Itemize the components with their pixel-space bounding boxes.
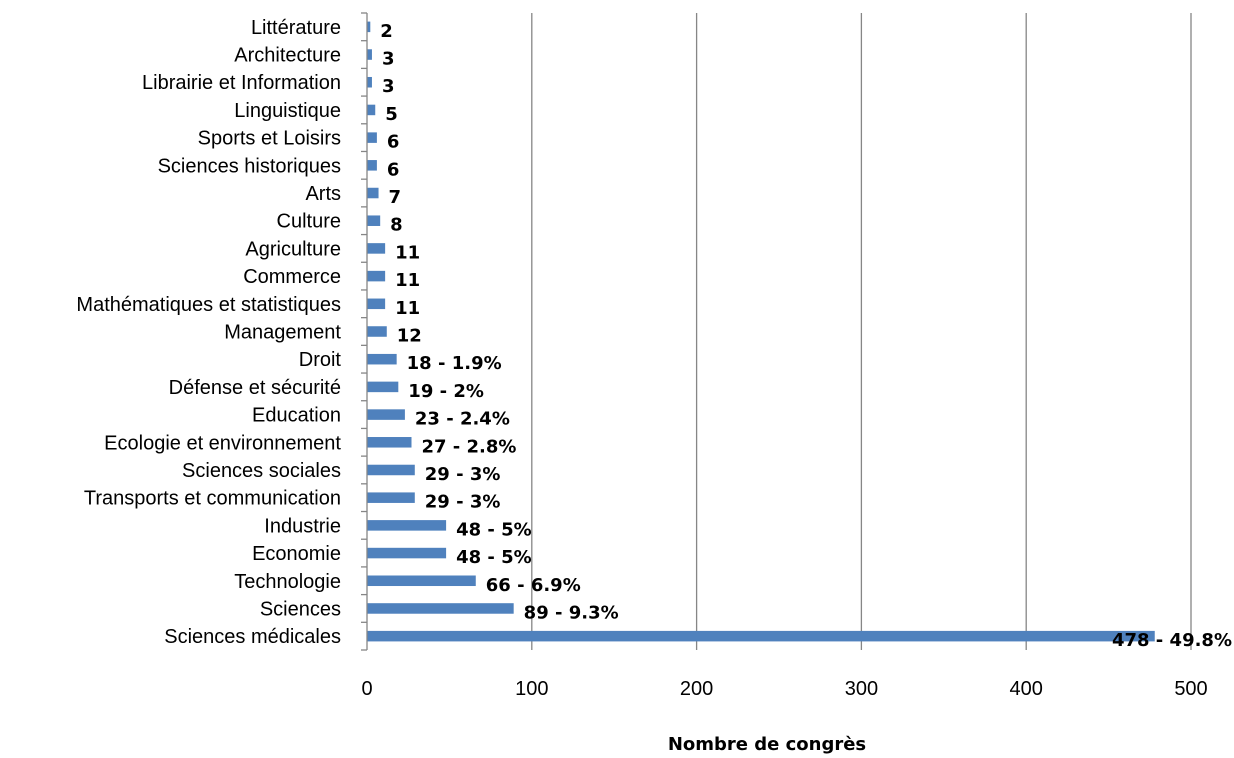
x-tick-label-100: 100 [515,678,548,700]
bar [367,49,372,60]
x-tick-label-0: 0 [361,678,372,700]
category-label: Littérature [251,17,341,39]
data-label: 2 [380,21,393,42]
category-label: Linguistique [234,100,341,122]
x-tick-label-200: 200 [680,678,713,700]
bar [367,409,405,420]
bars [367,21,1155,642]
category-label: Sciences sociales [182,460,341,482]
bar [367,132,377,143]
data-label: 11 [395,242,420,263]
data-label: 6 [387,159,400,180]
bar [367,215,381,226]
data-label: 66 - 6.9% [486,575,581,596]
bar [367,630,1155,642]
bar [367,187,379,199]
data-label: 29 - 3% [425,464,501,485]
bar [367,464,415,476]
category-label: Culture [277,211,341,233]
data-label: 11 [395,270,420,291]
category-label: Sciences [260,598,341,620]
category-label: Droit [299,349,342,371]
bar [367,520,447,531]
category-label: Défense et sécurité [169,377,341,399]
bar [367,353,397,365]
category-label: Sciences médicales [164,626,341,648]
category-label: Agriculture [245,238,341,260]
category-label: Industrie [264,515,341,537]
labels: 0 100 200 300 400 500 Sciences médicales 478 - … [76,17,1232,700]
category-label: Commerce [243,266,341,288]
bar [367,298,386,310]
gridlines [531,13,1192,650]
x-tick-label-300: 300 [845,678,878,700]
bar [367,270,386,282]
data-label: 5 [385,104,398,125]
data-label: 23 - 2.4% [415,409,510,430]
category-label: Sports et Loisirs [198,128,341,150]
data-label: 48 - 5% [456,519,532,540]
category-label: Ecologie et environnement [104,432,341,454]
category-label: Arts [305,183,341,205]
data-label: 18 - 1.9% [407,353,502,374]
bar [367,547,447,559]
bar [367,492,415,503]
category-label: Transports et communication [84,488,341,510]
bar [367,104,376,116]
bar [367,603,514,614]
category-label: Technologie [234,571,341,593]
category-label: Management [224,322,341,344]
data-label: 11 [395,298,420,319]
data-label: 12 [397,326,422,347]
data-label: 7 [389,187,402,208]
bar [367,243,386,254]
bar [367,381,399,393]
x-tick-label-400: 400 [1010,678,1043,700]
category-label: Architecture [234,45,341,67]
bar [367,575,476,587]
data-label: 27 - 2.8% [421,436,516,457]
category-label: Librairie et Information [142,72,341,94]
x-axis-title: Nombre de congrès [668,734,866,755]
data-label: 478 - 49.8% [1112,630,1232,651]
data-label: 3 [382,76,395,97]
bar [367,76,372,88]
bar [367,326,387,337]
axes [361,12,368,651]
category-label: Economie [252,543,341,565]
x-tick-label-500: 500 [1174,678,1207,700]
category-label: Sciences historiques [158,155,341,177]
category-label: Education [252,405,341,427]
data-label: 3 [382,49,395,70]
data-label: 8 [390,215,403,236]
data-label: 48 - 5% [456,547,532,568]
bar [367,21,371,33]
bar [367,160,377,171]
data-label: 89 - 9.3% [524,602,619,623]
bar [367,437,412,448]
data-label: 6 [387,132,400,153]
data-label: 19 - 2% [408,381,484,402]
category-label: Mathématiques et statistiques [76,294,341,316]
data-label: 29 - 3% [425,492,501,513]
